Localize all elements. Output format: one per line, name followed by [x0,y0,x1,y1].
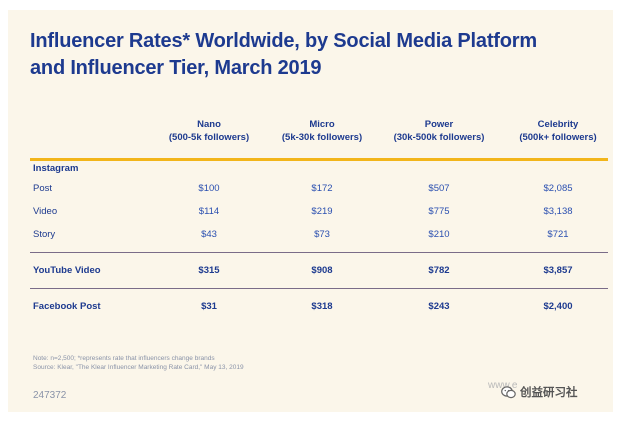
column-header-name: Power [424,119,454,130]
table-cell: $100 [198,183,220,194]
row-label-instagram-video: Video [33,206,58,217]
column-header-range: (5k-30k followers) [281,132,363,143]
table-cell: $318 [311,301,333,312]
column-header-name: Nano [197,119,221,130]
section-label-instagram: Instagram [33,163,79,174]
column-header-range: (500k+ followers) [519,132,597,143]
header-accent-rule [30,158,608,161]
table-cell: $908 [311,265,333,276]
column-header-range: (500-5k followers) [168,132,250,143]
table-cell: $2,085 [543,183,573,194]
chart-title: Influencer Rates* Worldwide, by Social M… [30,28,590,82]
table-cell: $782 [428,265,450,276]
chart-id: 247372 [33,390,67,401]
column-header-nano: Nano (500-5k followers) [149,118,269,144]
table-cell: $73 [314,229,330,240]
table-cell: $243 [428,301,450,312]
column-header-range: (30k-500k followers) [393,132,485,143]
table-cell: $114 [198,206,220,217]
table-cell: $31 [201,301,217,312]
table-cell: $210 [428,229,450,240]
chart-card: Influencer Rates* Worldwide, by Social M… [8,10,613,412]
table-cell: $315 [198,265,220,276]
row-divider [30,252,608,253]
table-cell: $775 [428,206,450,217]
watermark-channel-name: 创益研习社 [520,385,578,399]
table-cell: $43 [201,229,217,240]
table-cell: $172 [311,183,333,194]
row-label-facebook-post: Facebook Post [33,301,101,312]
watermark-faded-text: www.e [488,380,518,391]
table-cell: $2,400 [543,301,573,312]
table-cell: $507 [428,183,450,194]
row-label-instagram-post: Post [33,183,53,194]
table-cell: $721 [547,229,569,240]
table-cell: $219 [311,206,333,217]
row-divider [30,288,608,289]
table-cell: $3,138 [543,206,573,217]
column-header-name: Micro [309,119,335,130]
wechat-icon [501,386,516,399]
chart-source: Source: Klear, "The Klear Influencer Mar… [33,364,244,371]
column-header-name: Celebrity [537,119,579,130]
column-header-celebrity: Celebrity (500k+ followers) [498,118,618,144]
chart-title-line-1: Influencer Rates* Worldwide, by Social M… [30,30,537,52]
chart-title-line-2: and Influencer Tier, March 2019 [30,57,322,79]
row-label-youtube-video: YouTube Video [33,265,101,276]
row-label-instagram-story: Story [33,229,56,240]
column-header-micro: Micro (5k-30k followers) [262,118,382,144]
table-cell: $3,857 [543,265,573,276]
column-header-power: Power (30k-500k followers) [379,118,499,144]
chart-note: Note: n=2,500; *represents rate that inf… [33,355,215,362]
